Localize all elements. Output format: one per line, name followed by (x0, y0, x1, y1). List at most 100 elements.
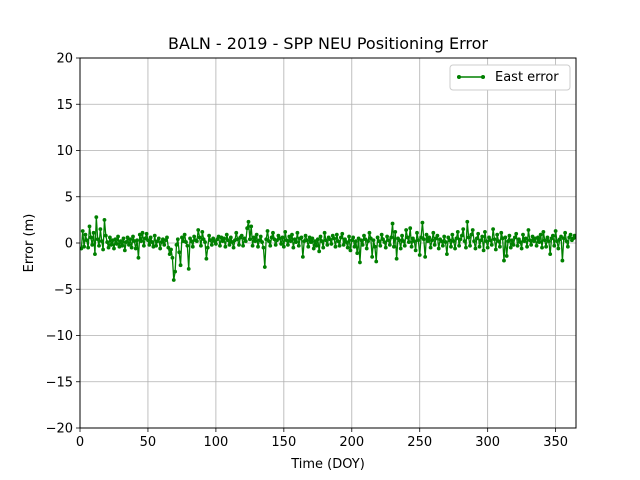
data-point (120, 243, 125, 248)
plot-frame (79, 57, 577, 429)
data-point (295, 230, 300, 235)
data-point (518, 240, 523, 244)
data-point (103, 233, 108, 238)
data-point (319, 239, 324, 244)
data-point (362, 233, 366, 238)
data-point (401, 239, 406, 244)
data-point (321, 245, 326, 250)
data-point (545, 235, 550, 240)
x-tick-label: 300 (475, 435, 500, 450)
data-point (310, 236, 315, 241)
data-point (552, 243, 557, 248)
data-point (387, 242, 392, 247)
data-point (432, 242, 437, 247)
legend-marker (457, 75, 461, 79)
data-point (303, 233, 308, 238)
data-point (296, 243, 301, 248)
data-point (166, 245, 171, 250)
data-point (389, 235, 394, 240)
data-point (559, 234, 563, 239)
data-point (431, 230, 436, 235)
data-point (507, 233, 512, 238)
data-point (189, 239, 194, 244)
data-point (462, 239, 467, 244)
data-point (245, 226, 250, 231)
data-point (275, 238, 279, 243)
data-point (317, 249, 322, 254)
data-point (358, 260, 362, 265)
legend-box (449, 64, 571, 91)
data-point (447, 238, 452, 243)
data-point (333, 244, 338, 249)
data-point (386, 238, 391, 243)
x-tick-label: 350 (543, 435, 568, 450)
data-point (207, 233, 212, 238)
data-point (551, 233, 555, 238)
data-point (514, 231, 519, 236)
data-point (415, 230, 419, 235)
data-point (158, 246, 163, 251)
data-point (200, 230, 205, 234)
data-point (477, 244, 482, 249)
data-point (337, 243, 342, 248)
data-point (227, 242, 232, 247)
data-point (506, 239, 510, 244)
data-point (457, 243, 462, 248)
data-point (101, 247, 105, 252)
data-point (458, 237, 463, 242)
data-point (563, 230, 568, 235)
data-point (279, 242, 284, 246)
data-point (182, 232, 187, 237)
data-point (309, 240, 313, 244)
data-point (344, 240, 349, 244)
y-tick-label: 0 (65, 237, 73, 252)
data-point (436, 246, 441, 251)
data-point (146, 238, 150, 243)
data-point (86, 245, 91, 250)
data-point (537, 240, 542, 244)
data-point (425, 239, 430, 244)
data-point (473, 246, 478, 251)
data-point (241, 243, 245, 248)
data-point (492, 237, 497, 242)
data-point (561, 236, 566, 241)
x-tick-label: 250 (407, 435, 432, 450)
data-point (564, 239, 569, 244)
data-point (348, 248, 353, 253)
data-point (416, 238, 421, 243)
data-point (209, 242, 214, 247)
data-point (382, 240, 387, 244)
data-point (97, 243, 101, 248)
data-point (98, 227, 103, 232)
data-point (175, 237, 180, 242)
data-point (239, 233, 244, 238)
data-point (420, 220, 425, 225)
data-point (286, 242, 290, 247)
data-point (322, 230, 327, 235)
tick-layer: 0 50 100 150 200 250 300 350 −20 −15 −10 −5 0 5 10 15 20 (46, 52, 568, 451)
data-point (445, 252, 449, 256)
data-point (131, 234, 135, 239)
data-point (560, 258, 565, 263)
data-point (345, 245, 350, 250)
data-point (291, 245, 296, 250)
data-point (325, 242, 330, 247)
data-point (80, 229, 85, 233)
data-point (356, 236, 361, 241)
data-point (461, 227, 466, 232)
data-point (218, 243, 222, 248)
data-point (423, 254, 428, 259)
data-point (306, 244, 311, 249)
data-point (544, 244, 548, 249)
data-point (290, 232, 294, 237)
y-tick-label: −15 (46, 375, 73, 390)
data-point (147, 242, 152, 247)
data-point (177, 250, 182, 255)
data-point (412, 239, 417, 244)
data-point (287, 234, 292, 239)
data-point (459, 233, 464, 238)
data-point (156, 236, 161, 241)
x-tick-label: 50 (140, 435, 157, 450)
data-point (519, 246, 524, 251)
data-point (366, 239, 370, 244)
